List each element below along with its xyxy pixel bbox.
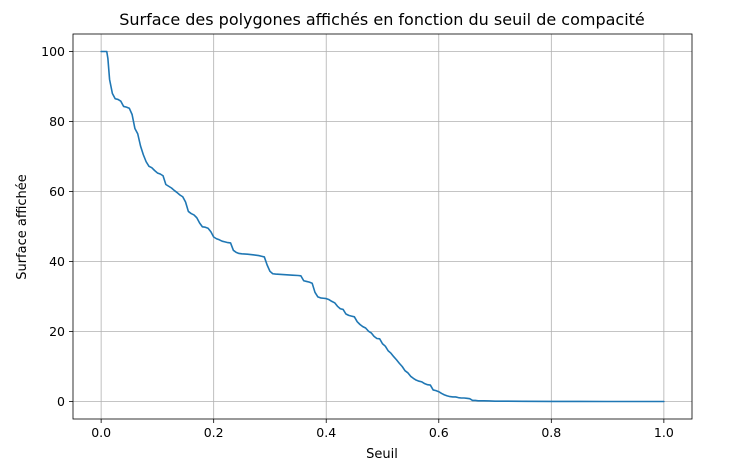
grid bbox=[73, 34, 692, 419]
y-tick-label: 40 bbox=[49, 254, 65, 269]
y-axis-label: Surface affichée bbox=[15, 174, 30, 280]
series-line bbox=[100, 50, 665, 403]
y-tick-label: 20 bbox=[49, 324, 65, 339]
chart-title: Surface des polygones affichés en foncti… bbox=[119, 10, 645, 29]
y-tick-label: 0 bbox=[57, 394, 65, 409]
y-tick-label: 80 bbox=[49, 114, 65, 129]
plot-area bbox=[100, 50, 665, 403]
x-tick-label: 0.2 bbox=[204, 425, 224, 440]
y-tick-label: 60 bbox=[49, 184, 65, 199]
axes-frame bbox=[72, 33, 693, 420]
x-axis-label: Seuil bbox=[366, 447, 398, 462]
x-tick-label: 0.4 bbox=[316, 425, 336, 440]
x-tick-label: 0.6 bbox=[429, 425, 449, 440]
x-tick-label: 0.0 bbox=[91, 425, 111, 440]
axis-ticks: 0.0 0.2 0.4 0.6 0.8 1.0 0 20 40 60 80 100 bbox=[41, 44, 674, 440]
x-tick-label: 1.0 bbox=[654, 425, 674, 440]
y-tick-label: 100 bbox=[41, 44, 65, 59]
x-tick-label: 0.8 bbox=[541, 425, 561, 440]
